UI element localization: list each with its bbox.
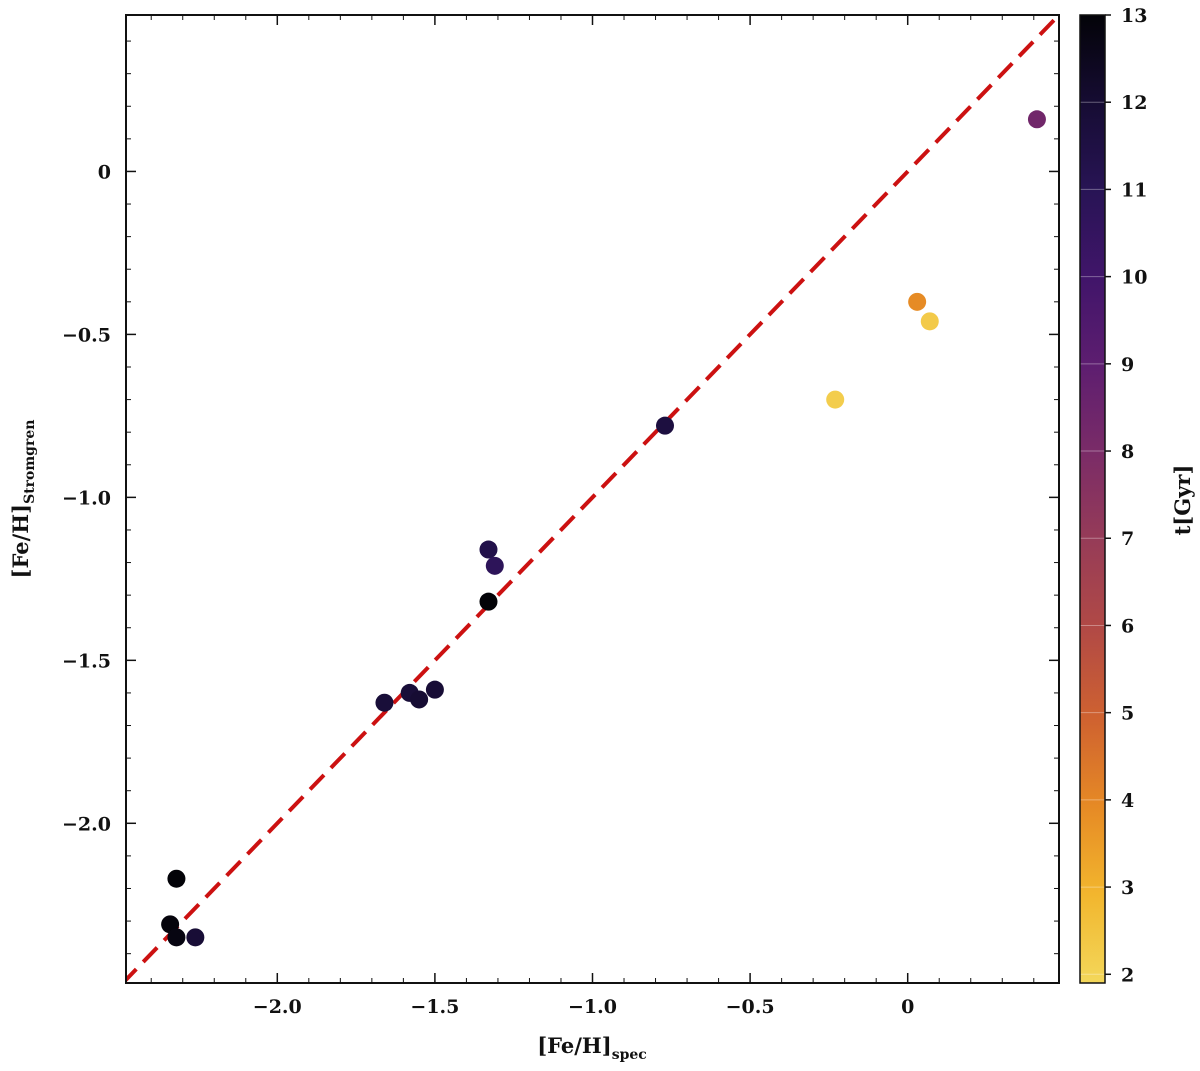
data-point-12: [655, 416, 674, 435]
plot-clip-group: [126, 15, 1059, 983]
colorbar-tick-label: 4: [1121, 790, 1134, 812]
colorbar-tick-label: 13: [1121, 5, 1147, 27]
colorbar-label: t[Gyr]: [1170, 465, 1195, 536]
y-tick-label: −1.0: [62, 487, 111, 509]
colorbar-tick-label: 6: [1121, 615, 1134, 637]
data-point-2: [167, 928, 186, 947]
colorbar-gradient: [1080, 15, 1105, 983]
x-tick-label: −2.0: [253, 996, 302, 1018]
colorbar-tick-label: 8: [1121, 441, 1134, 463]
data-point-11: [485, 556, 504, 575]
data-point-8: [425, 680, 444, 699]
colorbar-tick-label: 10: [1121, 267, 1147, 289]
data-point-4: [186, 928, 205, 947]
data-point-14: [908, 292, 927, 311]
colorbar-tick-label: 5: [1121, 703, 1134, 725]
y-tick-label: 0: [98, 161, 111, 183]
x-axis: −2.0 −1.5 −1.0 −0.5 0: [150, 15, 1035, 1018]
data-point-13: [826, 390, 845, 409]
y-axis: 0 −0.5 −1.0 −1.5 −2.0: [62, 40, 1059, 955]
x-axis-label: [Fe/H]spec: [537, 1033, 647, 1063]
y-tick-label: −0.5: [62, 324, 111, 346]
plot-area: [125, 14, 1060, 984]
colorbar-frame: [1079, 14, 1106, 984]
colorbar-tick-label: 9: [1121, 354, 1134, 376]
data-point-7: [410, 690, 429, 709]
colorbar-tick-label: 3: [1121, 877, 1134, 899]
colorbar-tick-label: 2: [1121, 964, 1134, 986]
y-tick-label: −1.5: [62, 650, 111, 672]
data-point-3: [167, 869, 186, 888]
colorbar-tick-label: 11: [1121, 179, 1147, 201]
data-point-5: [375, 693, 394, 712]
data-point-16: [1027, 110, 1046, 129]
x-tick-label: −1.0: [568, 996, 617, 1018]
data-point-9: [479, 592, 498, 611]
data-point-10: [479, 540, 498, 559]
colorbar-tick-label: 7: [1121, 528, 1134, 550]
y-axis-label: [Fe/H]Stromgren: [8, 420, 38, 579]
x-tick-label: −1.5: [410, 996, 459, 1018]
y-tick-label: −2.0: [62, 813, 111, 835]
data-point-15: [920, 312, 939, 331]
x-tick-label: 0: [901, 996, 914, 1018]
x-tick-label: −0.5: [726, 996, 775, 1018]
colorbar-tick-label: 12: [1121, 92, 1147, 114]
identity-reference-line: [126, 15, 1059, 983]
colorbar: 2 3 4 5 6 7 8 9 10 11 12 13: [1079, 5, 1147, 986]
